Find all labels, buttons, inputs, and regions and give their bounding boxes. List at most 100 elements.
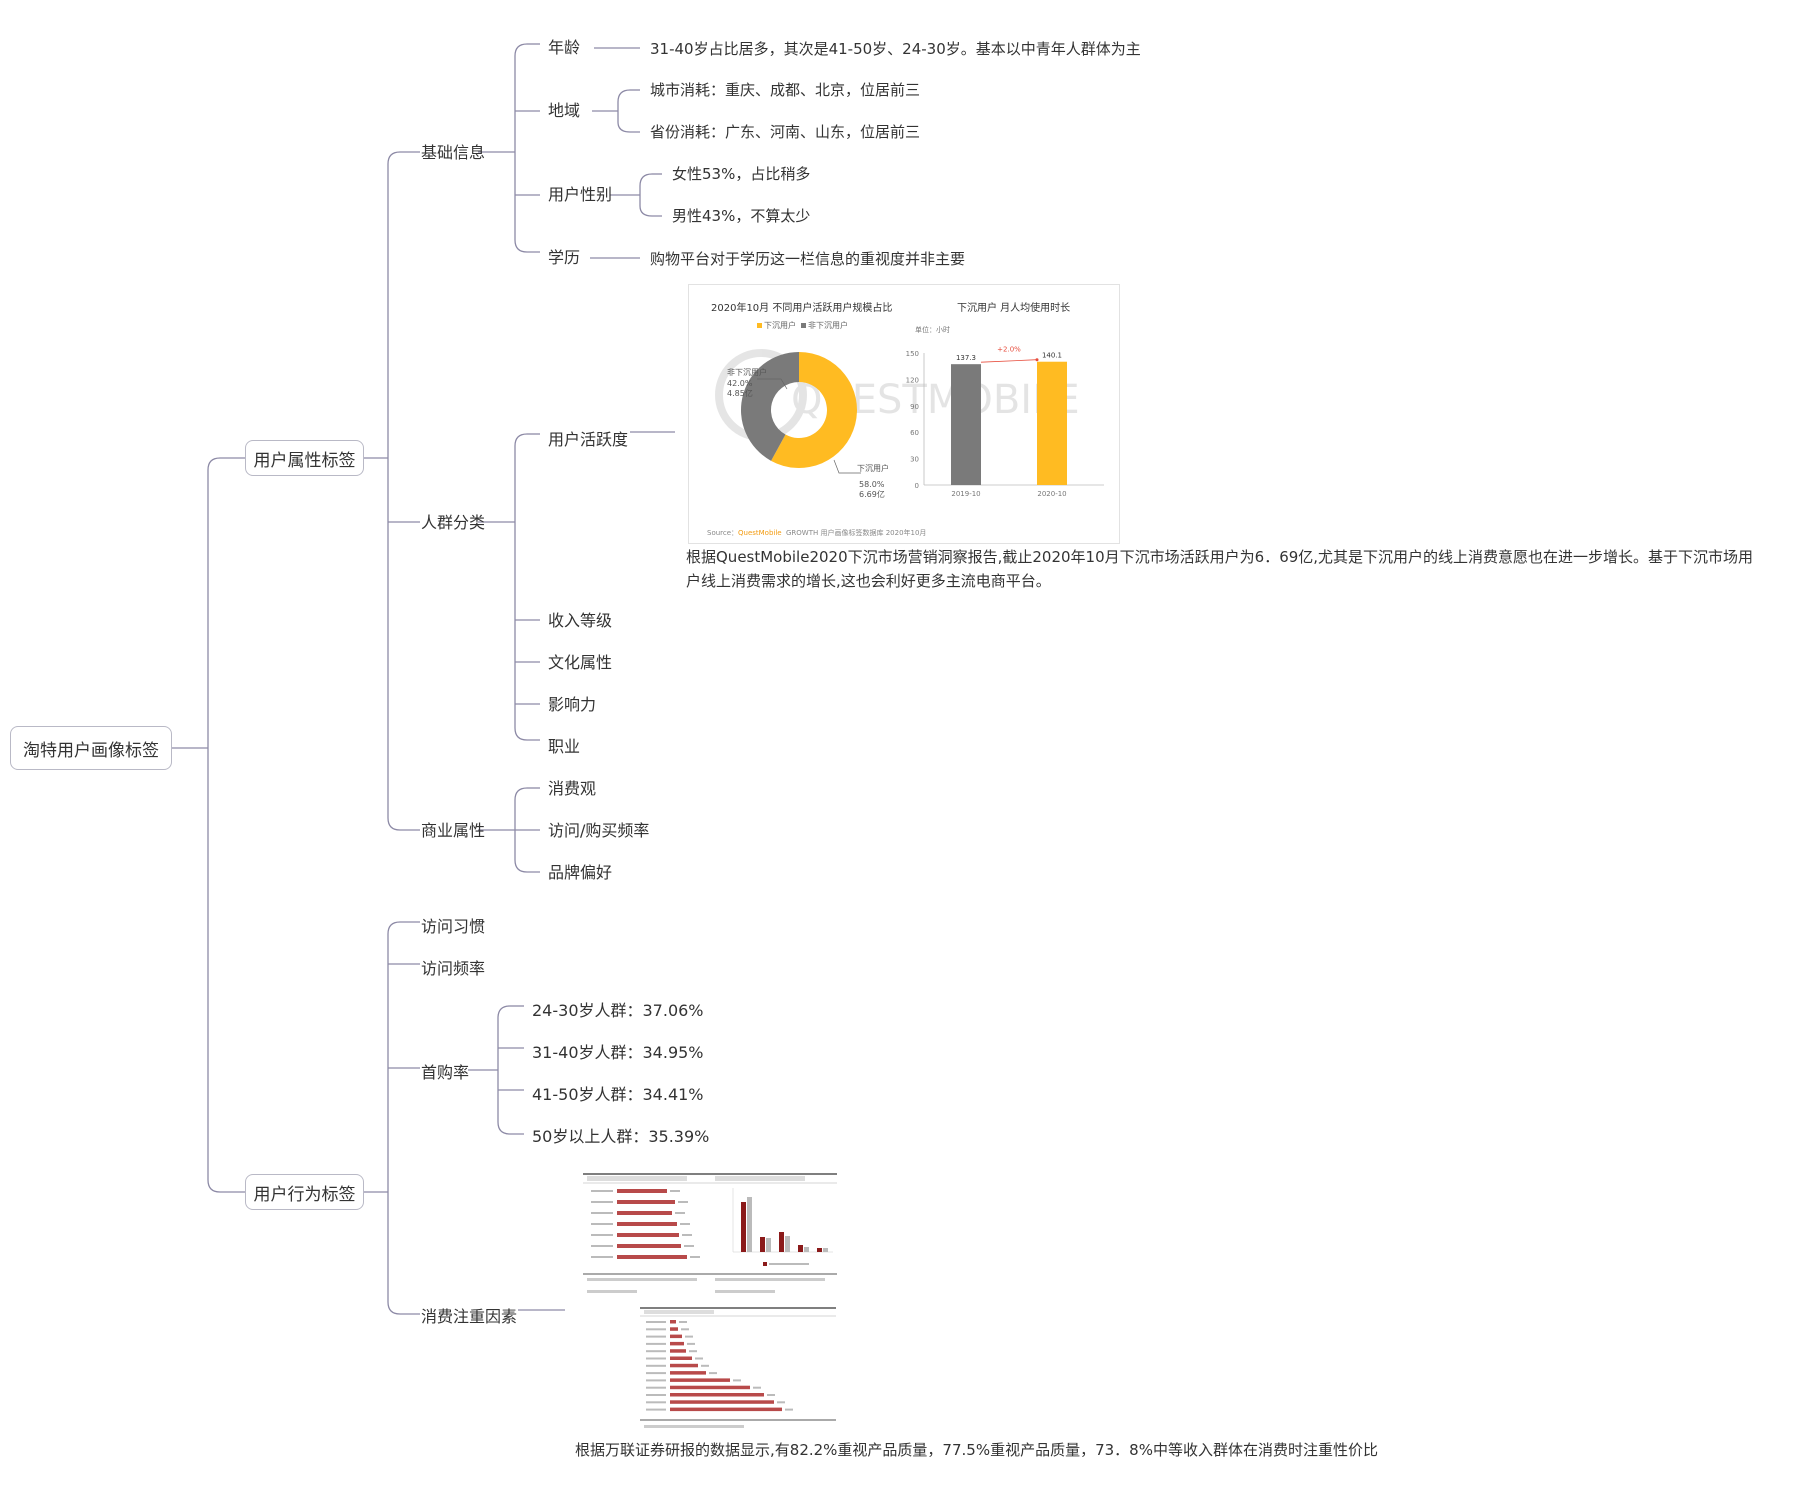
age-node[interactable]: 年龄 — [548, 38, 581, 57]
crowd-node[interactable]: 人群分类 — [421, 513, 486, 532]
region-province: 省份消耗：广东、河南、山东，位居前三 — [650, 123, 921, 141]
vbar-b-1 — [766, 1238, 771, 1252]
bar-ytick-1: 120 — [906, 376, 919, 384]
bar-1 — [951, 364, 981, 485]
bhbar-label-6 — [646, 1364, 666, 1367]
donut-slice-2 — [741, 352, 799, 461]
attr-label: 用户属性标签 — [253, 450, 356, 471]
activity-node[interactable]: 用户活跃度 — [548, 430, 629, 449]
vbar-a-1 — [760, 1237, 765, 1252]
bhbar-label-8 — [646, 1379, 666, 1382]
region-node[interactable]: 地域 — [548, 101, 581, 120]
nonsink-val: 4.85亿 — [727, 388, 753, 398]
income-node[interactable]: 收入等级 — [548, 611, 613, 630]
gender-male: 男性43%，不算太少 — [672, 207, 811, 225]
hbar-val-2 — [675, 1212, 685, 1214]
bhbar-val-9 — [753, 1386, 761, 1389]
job-node[interactable]: 职业 — [548, 737, 581, 756]
bhbar-val-4 — [689, 1350, 697, 1353]
biz-item-brand[interactable]: 品牌偏好 — [548, 863, 613, 882]
hbar-1 — [617, 1200, 675, 1204]
hbar-label-6 — [591, 1256, 613, 1258]
bhbar-11 — [670, 1400, 774, 1404]
bhbar-10 — [670, 1393, 764, 1397]
activity-figure-svg: QUESTMOBILE 2020年10月 不同用户活跃用户规模占比 下沉用户 非… — [707, 301, 1104, 537]
source-rest: GROWTH 用户画像标签数据库 2020年10月 — [786, 528, 926, 537]
hbar-2 — [617, 1211, 672, 1215]
culture-node[interactable]: 文化属性 — [548, 653, 613, 672]
attr-node[interactable]: 用户属性标签 — [245, 440, 364, 476]
legend-nonsink: 非下沉用户 — [808, 320, 848, 330]
basic-info-node[interactable]: 基础信息 — [421, 143, 486, 162]
biz-item-frequency[interactable]: 访问/购买频率 — [548, 821, 650, 840]
bar-ytick-3: 60 — [910, 429, 919, 437]
factors-node[interactable]: 消费注重因素 — [421, 1307, 518, 1326]
vbar-b-0 — [747, 1197, 752, 1252]
bar-title: 下沉用户 月人均使用时长 — [957, 301, 1070, 314]
factors-figure-bottom-svg — [640, 1307, 836, 1428]
bhbar-label-4 — [646, 1350, 666, 1353]
hbar-5 — [617, 1244, 681, 1248]
age-note: 31-40岁占比居多，其次是41-50岁、24-30岁。基本以中青年人群体为主 — [650, 40, 1141, 58]
biz-item-consumption[interactable]: 消费观 — [548, 779, 597, 798]
bhbar-label-9 — [646, 1386, 666, 1389]
hbar-label-3 — [591, 1223, 613, 1225]
factors-figure-bottom — [640, 1306, 836, 1432]
bhbar-label-1 — [646, 1328, 666, 1331]
bhbar-val-6 — [701, 1364, 709, 1367]
sink-label: 下沉用户 — [857, 463, 889, 473]
growth-dot — [1035, 358, 1039, 362]
bar-2 — [1037, 361, 1067, 485]
bhbar-label-3 — [646, 1342, 666, 1345]
donut-chart — [741, 352, 857, 468]
behavior-node[interactable]: 用户行为标签 — [245, 1174, 364, 1210]
first-item-3: 41-50岁人群：34.41% — [532, 1085, 704, 1104]
edu-note: 购物平台对于学历这一栏信息的重视度并非主要 — [650, 250, 966, 268]
bhbar-val-7 — [709, 1372, 717, 1375]
hbar-val-6 — [690, 1256, 700, 1258]
hbar-val-4 — [682, 1234, 692, 1236]
hbar-label-4 — [591, 1234, 613, 1236]
donut-title: 2020年10月 不同用户活跃用户规模占比 — [711, 301, 892, 314]
bar-ytick-4: 30 — [910, 456, 919, 464]
behavior-label: 用户行为标签 — [253, 1184, 356, 1205]
bhbar-label-12 — [646, 1408, 666, 1411]
legend-nonsink-swatch — [801, 323, 806, 328]
bhbar-val-3 — [687, 1342, 695, 1345]
biz-node[interactable]: 商业属性 — [421, 821, 486, 840]
bar-cat-1: 2019-10 — [951, 490, 980, 498]
bar-ytick-0: 150 — [906, 350, 919, 358]
legend-sink-swatch — [757, 323, 762, 328]
factors-hbars-bottom — [646, 1320, 793, 1412]
bhbar-val-0 — [679, 1321, 687, 1323]
factors-figure-top-svg — [583, 1173, 837, 1293]
bhbar-label-11 — [646, 1401, 666, 1404]
vbar-a-4 — [817, 1248, 822, 1252]
visit-habit-node[interactable]: 访问习惯 — [421, 917, 486, 936]
bar-ytick-2: 90 — [910, 403, 919, 411]
visit-freq-node[interactable]: 访问频率 — [421, 959, 486, 978]
bar-value-2: 140.1 — [1042, 352, 1062, 360]
edu-node[interactable]: 学历 — [548, 248, 581, 267]
bar-chart: 150 120 90 60 30 0 137.3 2019-10 140.1 2020-10 +2.… — [906, 346, 1104, 498]
hbar-3 — [617, 1222, 677, 1226]
vbar-b-4 — [823, 1248, 828, 1252]
bhbar-0 — [670, 1320, 676, 1324]
root-node[interactable]: 淘特用户画像标签 — [10, 726, 172, 770]
bhbar-8 — [670, 1378, 730, 1382]
bar-unit: 单位：小时 — [915, 325, 950, 334]
influence-node[interactable]: 影响力 — [548, 695, 597, 714]
bhbar-2 — [670, 1334, 682, 1339]
hbar-label-1 — [591, 1201, 613, 1203]
gender-node[interactable]: 用户性别 — [548, 185, 613, 204]
sink-pct: 58.0% — [859, 480, 885, 489]
first-item-1: 24-30岁人群：37.06% — [532, 1001, 704, 1020]
hbar-label-2 — [591, 1212, 613, 1214]
hbar-val-3 — [680, 1223, 690, 1225]
hbar-0 — [617, 1189, 667, 1193]
factors-note: 根据万联证券研报的数据显示,有82.2%重视产品质量，77.5%重视产品质量，7… — [575, 1441, 1378, 1459]
hbar-val-1 — [678, 1201, 688, 1203]
vbar-b-3 — [804, 1247, 809, 1252]
bhbar-label-2 — [646, 1335, 666, 1338]
first-purchase-node[interactable]: 首购率 — [421, 1063, 470, 1082]
